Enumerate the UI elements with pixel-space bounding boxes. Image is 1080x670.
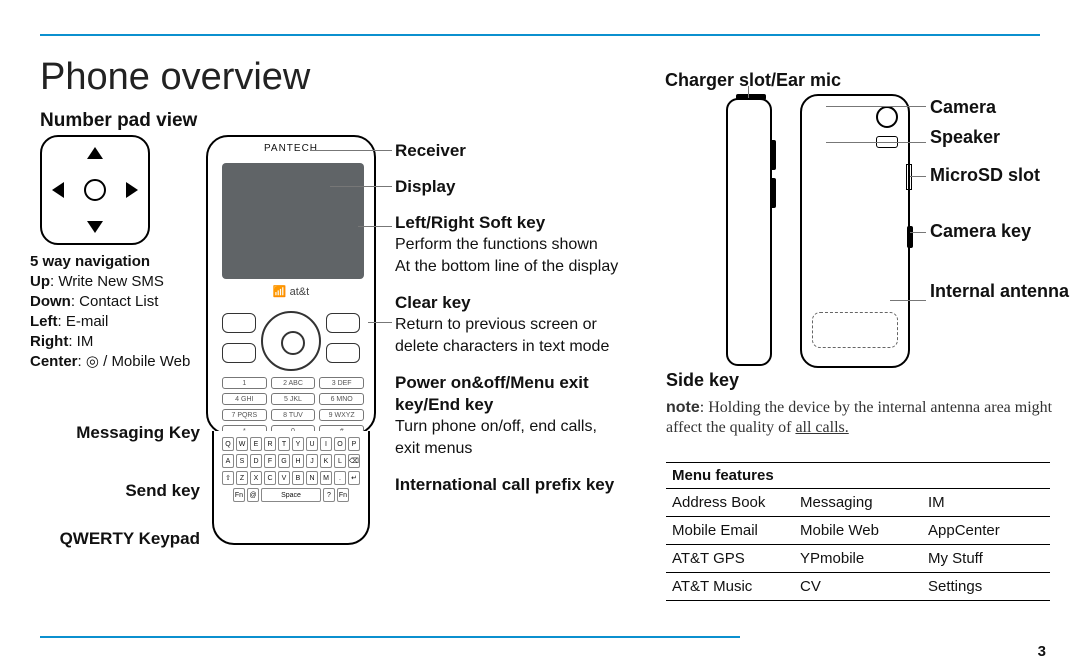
subtitle-numberpad: Number pad view: [40, 110, 197, 132]
label-camera: Camera: [930, 96, 1070, 118]
nav-legend: 5 way navigation Up: Write New SMS Down:…: [30, 252, 200, 372]
page-title: Phone overview: [40, 56, 310, 99]
nav-diagram: [40, 135, 150, 245]
front-callouts: Receiver Display Left/Right Soft key Per…: [395, 140, 655, 510]
label-qwerty: QWERTY Keypad: [30, 528, 200, 549]
phone-side-illustration: [726, 98, 772, 366]
note-text: note: Holding the device by the internal…: [666, 398, 1056, 438]
page-number: 3: [1038, 643, 1046, 660]
label-microsd: MicroSD slot: [930, 164, 1070, 186]
menu-features-table: Menu features Address BookMessagingIM Mo…: [666, 462, 1050, 601]
top-rule: [40, 34, 1040, 36]
label-messaging-key: Messaging Key: [30, 422, 200, 443]
label-antenna: Internal antenna: [930, 280, 1070, 302]
label-send-key: Send key: [30, 480, 200, 501]
label-speaker: Speaker: [930, 126, 1070, 148]
label-camera-key: Camera key: [930, 220, 1070, 242]
label-side-key: Side key: [666, 370, 739, 391]
subtitle-charger: Charger slot/Ear mic: [665, 70, 841, 91]
phone-back-illustration: [800, 94, 910, 368]
phone-front-illustration: PANTECH 📶 at&t 12 ABC3 DEF 4 GHI5 JKL6 M…: [206, 135, 376, 545]
footer-rule: [40, 636, 740, 638]
